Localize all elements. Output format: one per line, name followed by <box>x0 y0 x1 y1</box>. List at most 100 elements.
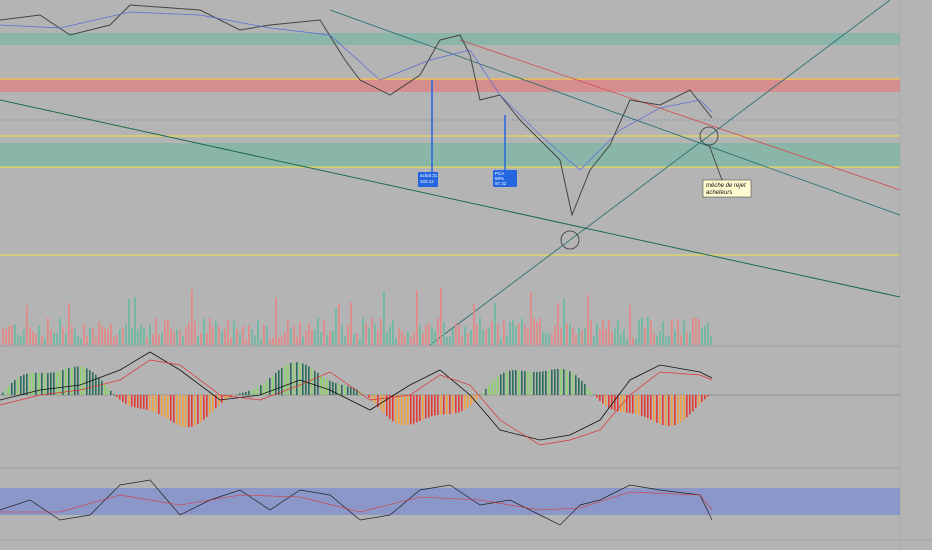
volume-bar <box>329 331 331 345</box>
volume-bar <box>254 335 256 345</box>
histogram-bar <box>491 382 493 395</box>
volume-bar <box>419 325 421 345</box>
volume-bar <box>236 328 238 345</box>
histogram-bar <box>41 373 43 395</box>
histogram-bar <box>572 373 574 395</box>
histogram-bar <box>431 395 433 417</box>
volume-bar <box>326 335 328 345</box>
histogram-bar <box>413 395 415 424</box>
histogram-bar <box>68 368 70 395</box>
zone-teal <box>0 143 900 167</box>
histogram-bar <box>95 374 97 395</box>
volume-bar <box>362 318 364 345</box>
volume-bar <box>5 329 7 345</box>
histogram-bar <box>167 395 169 420</box>
histogram-bar <box>437 395 439 416</box>
volume-bar <box>191 289 193 345</box>
volume-bar <box>230 337 232 345</box>
volume-bar <box>56 333 58 345</box>
histogram-bar <box>200 395 202 422</box>
histogram-bar <box>566 370 568 395</box>
histogram-bar <box>554 369 556 395</box>
volume-bar <box>290 328 292 345</box>
histogram-bar <box>524 371 526 395</box>
histogram-bar <box>197 395 199 424</box>
histogram-bar <box>356 389 358 395</box>
histogram-bar <box>479 395 481 397</box>
histogram-bar <box>656 395 658 423</box>
volume-bar <box>140 324 142 345</box>
volume-bar <box>392 320 394 345</box>
volume-bar <box>563 298 565 345</box>
volume-bar <box>197 336 199 345</box>
volume-bar <box>233 321 235 345</box>
volume-bar <box>656 335 658 345</box>
histogram-bar <box>482 392 484 395</box>
volume-bar <box>185 327 187 345</box>
histogram-bar <box>17 377 19 395</box>
histogram-bar <box>143 395 145 410</box>
volume-bar <box>578 327 580 345</box>
volume-bar <box>620 333 622 345</box>
volume-bar <box>413 331 415 345</box>
histogram-bar <box>653 395 655 422</box>
histogram-bar <box>644 395 646 417</box>
callout-text: acheteurs <box>706 190 732 196</box>
volume-bar <box>269 338 271 345</box>
volume-bar <box>182 336 184 345</box>
histogram-bar <box>584 384 586 395</box>
volume-bar <box>479 317 481 345</box>
histogram-bar <box>158 395 160 414</box>
volume-bar <box>293 325 295 345</box>
histogram-bar <box>341 384 343 395</box>
histogram-bar <box>122 395 124 402</box>
histogram-bar <box>296 362 298 395</box>
histogram-bar <box>224 395 226 401</box>
histogram-bar <box>680 395 682 423</box>
volume-bar <box>62 326 64 345</box>
trade-label <box>493 170 517 187</box>
volume-bar <box>575 334 577 345</box>
histogram-bar <box>89 370 91 395</box>
volume-bar <box>581 329 583 345</box>
volume-bar <box>518 323 520 345</box>
histogram-bar <box>623 395 625 413</box>
volume-bar <box>8 326 10 345</box>
histogram-bar <box>464 395 466 410</box>
volume-bar <box>14 324 16 345</box>
volume-bar <box>68 303 70 345</box>
histogram-bar <box>596 395 598 398</box>
histogram-bar <box>38 372 40 395</box>
volume-bar <box>356 333 358 345</box>
volume-bar <box>125 324 127 345</box>
histogram-bar <box>629 395 631 413</box>
histogram-bar <box>50 372 52 395</box>
volume-bar <box>173 331 175 345</box>
volume-bar <box>86 335 88 345</box>
volume-bar <box>80 338 82 345</box>
volume-bar <box>20 336 22 345</box>
histogram-bar <box>110 390 112 395</box>
histogram-bar <box>140 395 142 409</box>
histogram-bar <box>314 370 316 395</box>
histogram-bar <box>368 395 370 398</box>
volume-bar <box>143 327 145 345</box>
volume-bar <box>386 331 388 345</box>
volume-bar <box>278 337 280 345</box>
volume-bar <box>539 318 541 345</box>
histogram-bar <box>620 395 622 412</box>
histogram-bar <box>218 395 220 406</box>
volume-bar <box>314 329 316 345</box>
volume-bar <box>377 330 379 345</box>
volume-bar <box>335 308 337 345</box>
volume-bar <box>89 327 91 345</box>
volume-bar <box>710 336 712 345</box>
volume-bar <box>437 317 439 345</box>
volume-bar <box>509 322 511 345</box>
histogram-bar <box>707 395 709 397</box>
histogram-bar <box>98 377 100 395</box>
volume-bar <box>494 302 496 345</box>
histogram-bar <box>284 365 286 395</box>
histogram-bar <box>647 395 649 419</box>
histogram-bar <box>386 395 388 417</box>
